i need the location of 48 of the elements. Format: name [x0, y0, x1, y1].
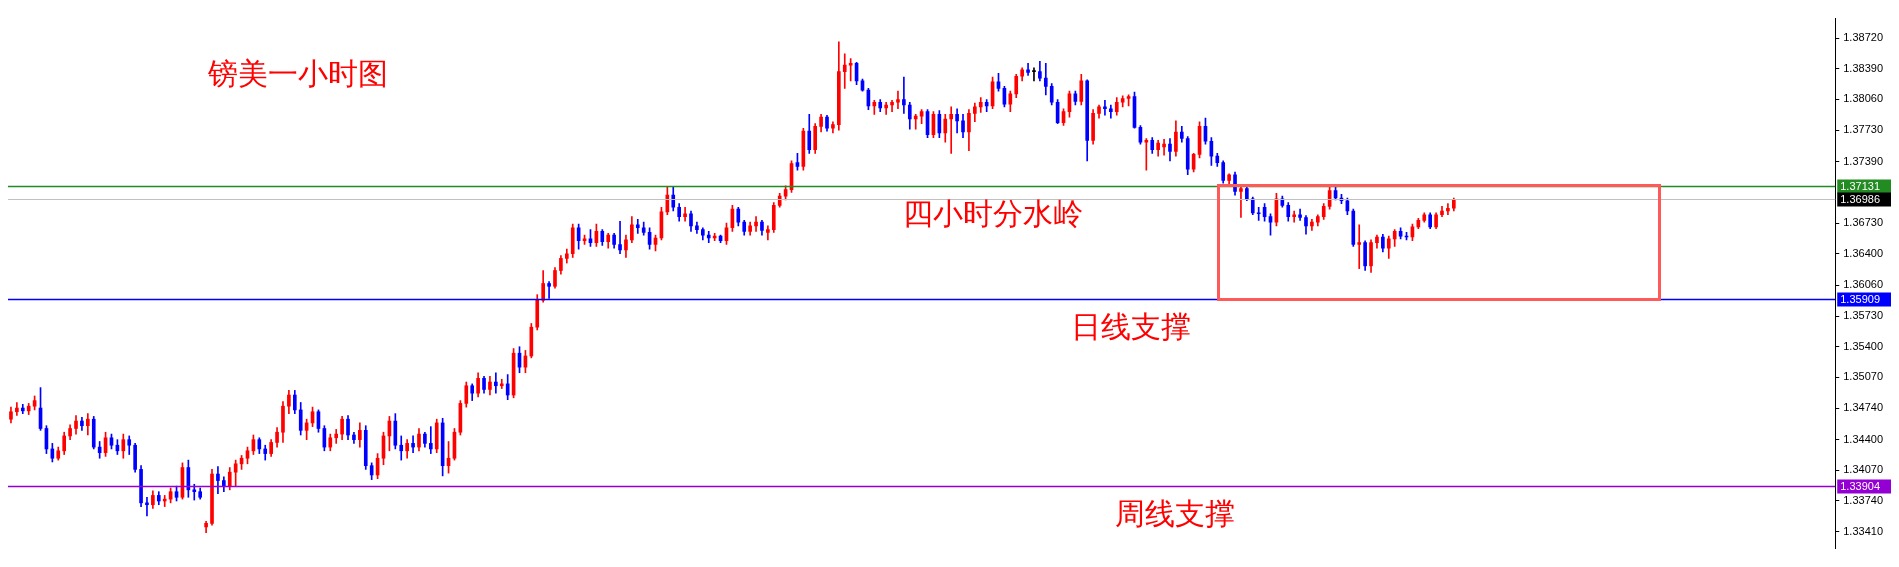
candlestick: [1144, 138, 1149, 171]
ref-line-label: 1.37131: [1840, 179, 1880, 192]
candlestick: [1256, 206, 1261, 221]
candlestick: [635, 219, 640, 234]
candlestick: [683, 206, 687, 222]
candlestick: [1357, 224, 1362, 269]
candlestick: [896, 90, 900, 110]
ref-line-label: 1.33904: [1840, 479, 1880, 492]
y-tick-label: 1.33410: [1843, 524, 1883, 537]
y-tick-label: 1.35400: [1843, 339, 1883, 352]
candlestick: [706, 231, 711, 243]
y-tick-label: 1.37390: [1843, 154, 1883, 167]
y-tick-label: 1.33740: [1843, 494, 1883, 507]
y-tick-label: 1.34740: [1843, 401, 1883, 414]
y-tick-label: 1.34070: [1843, 463, 1883, 476]
y-tick-label: 1.35070: [1843, 370, 1883, 383]
candlestick: [494, 372, 498, 394]
candlestick: [902, 76, 906, 114]
y-tick-label: 1.36400: [1843, 246, 1883, 259]
candlestick: [884, 101, 888, 115]
candlestick: [428, 426, 433, 454]
y-tick-label: 1.37730: [1843, 123, 1883, 136]
candlestick: [1162, 139, 1166, 156]
candlestick: [1239, 186, 1243, 218]
y-tick-label: 1.36730: [1843, 216, 1883, 229]
candlestick: [618, 220, 622, 255]
y-tick-label: 1.38060: [1843, 92, 1883, 105]
candlestick: [1032, 67, 1036, 82]
candlestick: [890, 100, 894, 112]
candlestick: [334, 429, 339, 444]
y-tick-label: 1.38720: [1843, 31, 1883, 44]
candlestick: [842, 53, 847, 89]
ref-line-label: 1.35909: [1840, 292, 1880, 305]
y-tick-label: 1.34400: [1843, 432, 1883, 445]
y-tick-label: 1.36060: [1843, 278, 1883, 291]
candlestick: [1446, 203, 1450, 216]
ref-line-label: 1.36986: [1840, 192, 1880, 205]
annotation: 四小时分水岭: [903, 196, 1084, 230]
candlestick: [949, 106, 954, 154]
annotation: 周线支撑: [1115, 496, 1236, 530]
y-tick-label: 1.35730: [1843, 309, 1883, 322]
candlestick: [411, 435, 415, 453]
annotation: 日线支撑: [1071, 310, 1192, 344]
candlestick: [754, 216, 758, 232]
y-tick-label: 1.38390: [1843, 61, 1883, 74]
candlestick: [913, 114, 918, 130]
text: 镑美一小时图: [207, 57, 388, 91]
candlestick: [872, 100, 877, 115]
